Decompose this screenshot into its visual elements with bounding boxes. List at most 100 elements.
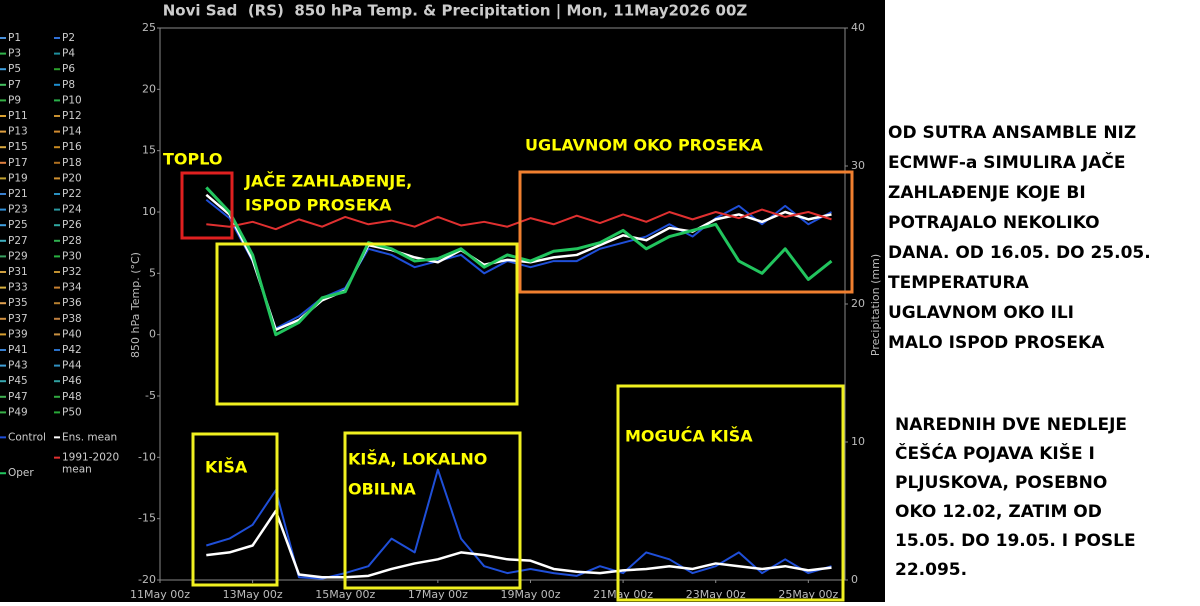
annotation: JAČE ZAHLAĐENJE, <box>244 172 412 191</box>
note-line: TEMPERATURA <box>888 273 1030 293</box>
legend-label: P12 <box>62 110 82 122</box>
note-line: NAREDNIH DVE NEDLEJE <box>895 415 1127 435</box>
note-line: UGLAVNOM OKO ILI <box>888 303 1074 323</box>
y2-tick-label: 0 <box>851 573 858 586</box>
legend-label: P34 <box>62 282 82 294</box>
chart-background <box>0 0 885 602</box>
legend-label: P30 <box>62 250 82 262</box>
y-tick-label: -10 <box>138 450 156 463</box>
legend-label: P22 <box>62 188 82 200</box>
y-tick-label: 20 <box>142 82 156 95</box>
legend-label: P8 <box>62 79 75 91</box>
x-tick-label: 25May 00z <box>778 588 838 601</box>
note-line: OD SUTRA ANSAMBLE NIZ <box>888 123 1136 143</box>
x-tick-label: 23May 00z <box>686 588 746 601</box>
y-tick-label: 15 <box>142 144 156 157</box>
legend-label: P38 <box>62 313 82 325</box>
annotation-box <box>343 431 522 590</box>
legend-label: P16 <box>62 141 82 153</box>
legend-label: P33 <box>8 282 28 294</box>
legend-label: P47 <box>8 391 28 403</box>
legend-label: Control <box>8 431 46 443</box>
legend-label: P50 <box>62 406 82 418</box>
y-tick-label: 0 <box>149 328 156 341</box>
legend-label: P9 <box>8 94 21 106</box>
y-tick-label: -15 <box>138 512 156 525</box>
legend-label: P10 <box>62 94 82 106</box>
legend-label: Oper <box>8 467 34 479</box>
legend-label: P24 <box>62 204 82 216</box>
annotation: KIŠA, LOKALNO <box>348 450 487 469</box>
legend-label: P20 <box>62 172 82 184</box>
legend-label: P13 <box>8 126 28 138</box>
note-line: ČEŠĆA POJAVA KIŠE I <box>895 442 1095 464</box>
y2-tick-label: 40 <box>851 21 865 34</box>
legend-label: P43 <box>8 360 28 372</box>
legend-label: P48 <box>62 391 82 403</box>
legend-label: P6 <box>62 63 75 75</box>
notes-background <box>885 0 1200 602</box>
legend-label: P11 <box>8 110 28 122</box>
legend-label: P32 <box>62 266 82 278</box>
y2-tick-label: 30 <box>851 159 865 172</box>
legend-label: P31 <box>8 266 28 278</box>
note-line: POTRAJALO NEKOLIKO <box>888 213 1100 233</box>
legend: P1 P2 P3 P4 P5 P6 P7 P8 P9 P10 P11 P12 P13 P14 P15 P16 P… <box>0 32 119 479</box>
annotation-box <box>180 171 234 240</box>
annotation: TOPLO <box>163 150 222 169</box>
note-line: ECMWF-a SIMULIRA JAČE <box>888 151 1125 173</box>
y-tick-label: 25 <box>142 21 156 34</box>
y-tick-label: -20 <box>138 573 156 586</box>
annotation-box <box>518 170 854 294</box>
x-tick-label: 15May 00z <box>315 588 375 601</box>
legend-label: P46 <box>62 375 82 387</box>
legend-label: P36 <box>62 297 82 309</box>
legend-label: P45 <box>8 375 28 387</box>
x-tick-label: 19May 00z <box>500 588 560 601</box>
legend-label: P18 <box>62 157 82 169</box>
legend-label: Ens. mean <box>62 431 117 443</box>
annotation: KIŠA <box>205 458 248 477</box>
legend-label: P2 <box>62 32 75 44</box>
note-line: DANA. OD 16.05. DO 25.05. <box>888 243 1151 263</box>
legend-label: P4 <box>62 48 75 60</box>
legend-label: P37 <box>8 313 28 325</box>
y-axis-label: 850 hPa Temp. (°C) <box>129 252 142 358</box>
note-line: PLJUSKOVA, POSEBNO <box>895 473 1107 493</box>
x-tick-label: 13May 00z <box>223 588 283 601</box>
x-tick-label: 17May 00z <box>408 588 468 601</box>
y2-axis-label: Precipitation (mm) <box>869 254 882 356</box>
legend-label: P49 <box>8 406 28 418</box>
legend-label: P27 <box>8 235 28 247</box>
y2-tick-label: 20 <box>851 297 865 310</box>
legend-label: P44 <box>62 360 82 372</box>
note-line: MALO ISPOD PROSEKA <box>888 333 1105 353</box>
y2-tick-label: 10 <box>851 435 865 448</box>
y-tick-label: 5 <box>149 266 156 279</box>
notes: OD SUTRA ANSAMBLE NIZ ECMWF-a SIMULIRA JA… <box>888 123 1151 580</box>
legend-label: P7 <box>8 79 21 91</box>
legend-label: P21 <box>8 188 28 200</box>
legend-label: P40 <box>62 328 82 340</box>
legend-label: P5 <box>8 63 21 75</box>
legend-label: P3 <box>8 48 21 60</box>
x-tick-label: 21May 00z <box>593 588 653 601</box>
x-tick-label: 11May 00z <box>130 588 190 601</box>
note-line: 22.095. <box>895 560 967 580</box>
y-tick-label: 10 <box>142 205 156 218</box>
annotation: MOGUĆA KIŠA <box>625 427 753 446</box>
note-line: ZAHLAĐENJE KOJE BI <box>888 183 1086 203</box>
legend-label: P42 <box>62 344 82 356</box>
annotation: ISPOD PROSEKA <box>245 196 392 215</box>
legend-label: P23 <box>8 204 28 216</box>
legend-label: P15 <box>8 141 28 153</box>
y-tick-label: -5 <box>145 389 156 402</box>
annotation-box <box>215 242 519 406</box>
annotation: OBILNA <box>348 480 416 499</box>
legend-label: P41 <box>8 344 28 356</box>
legend-label: P17 <box>8 157 28 169</box>
legend-label: P29 <box>8 250 28 262</box>
legend-label: P25 <box>8 219 28 231</box>
legend-label: P39 <box>8 328 28 340</box>
